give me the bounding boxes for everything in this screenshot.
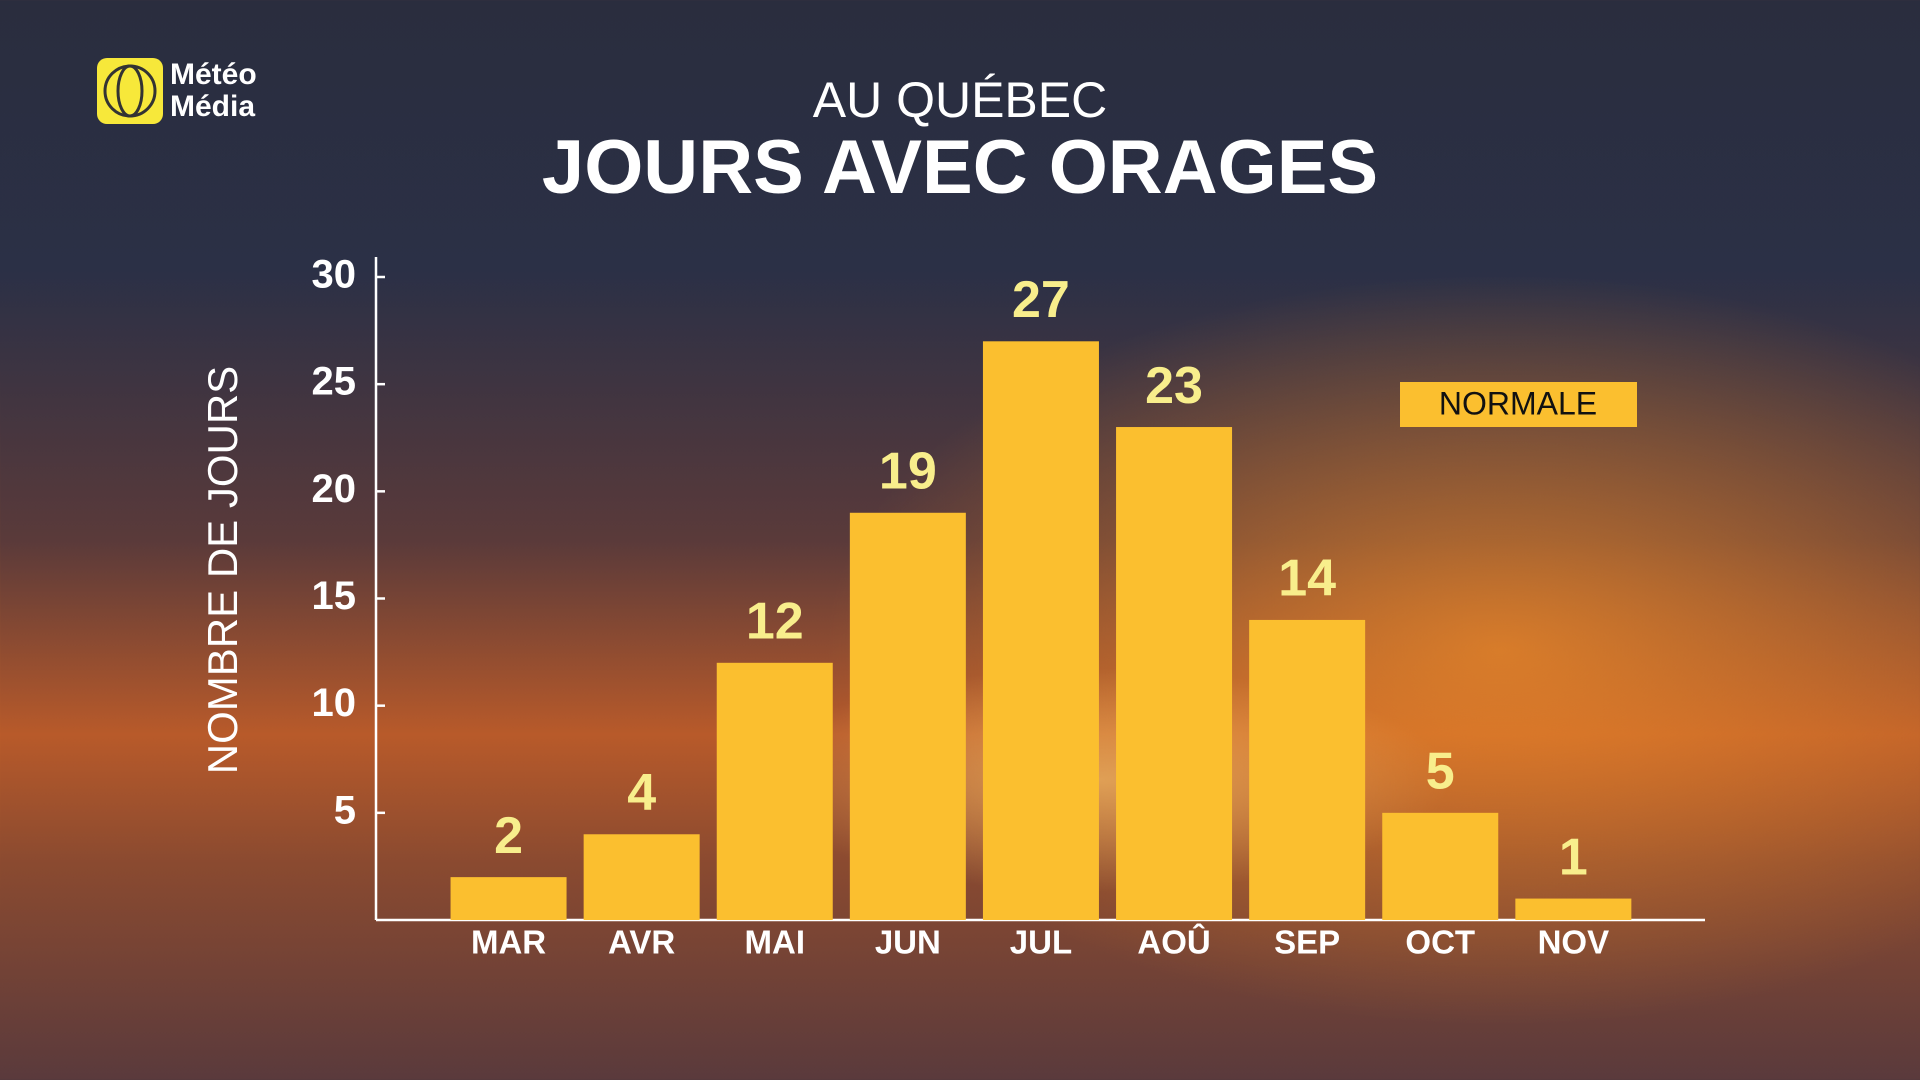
bar [849, 512, 966, 920]
value-label: 4 [627, 764, 656, 822]
value-label: 1 [1559, 828, 1588, 886]
x-tick-label: JUN [875, 924, 941, 961]
y-tick-label: 10 [312, 681, 357, 725]
x-tick-label: JUL [1010, 924, 1072, 961]
y-tick-label: 25 [312, 360, 357, 404]
bar [1249, 619, 1366, 920]
x-tick-label: OCT [1405, 924, 1475, 961]
chart-title: JOURS AVEC ORAGES [542, 125, 1378, 210]
value-label: 5 [1426, 743, 1455, 801]
bar [716, 662, 833, 920]
x-tick-label: MAI [745, 924, 806, 961]
bar [1116, 427, 1233, 920]
y-tick-label: 15 [312, 574, 357, 618]
logo-text: Météo [170, 58, 257, 91]
x-tick-label: MAR [471, 924, 546, 961]
bar [1515, 898, 1632, 920]
value-label: 23 [1145, 357, 1203, 415]
y-tick-label: 30 [312, 253, 357, 297]
bar [450, 877, 567, 920]
value-label: 19 [879, 443, 937, 501]
bar [583, 834, 700, 920]
logo-text: Média [170, 90, 255, 123]
logo: Météo Média [97, 58, 257, 124]
x-tick-label: SEP [1274, 924, 1340, 961]
value-label: 27 [1012, 271, 1070, 329]
value-label: 14 [1278, 550, 1336, 608]
legend-label: NORMALE [1439, 385, 1597, 421]
bar [982, 341, 1099, 920]
bar [1382, 812, 1499, 920]
y-tick-label: 20 [312, 467, 357, 511]
value-label: 12 [746, 593, 804, 651]
x-tick-label: AOÛ [1137, 923, 1210, 961]
y-axis-label: NOMBRE DE JOURS [199, 366, 246, 774]
logo-globe [116, 64, 144, 118]
x-tick-label: NOV [1538, 924, 1610, 961]
value-label: 2 [494, 807, 523, 865]
x-tick-label: AVR [608, 924, 675, 961]
logo-badge [97, 58, 163, 124]
legend-swatch [1400, 382, 1637, 427]
y-tick-label: 5 [334, 788, 356, 832]
chart-subtitle: AU QUÉBEC [813, 72, 1108, 128]
